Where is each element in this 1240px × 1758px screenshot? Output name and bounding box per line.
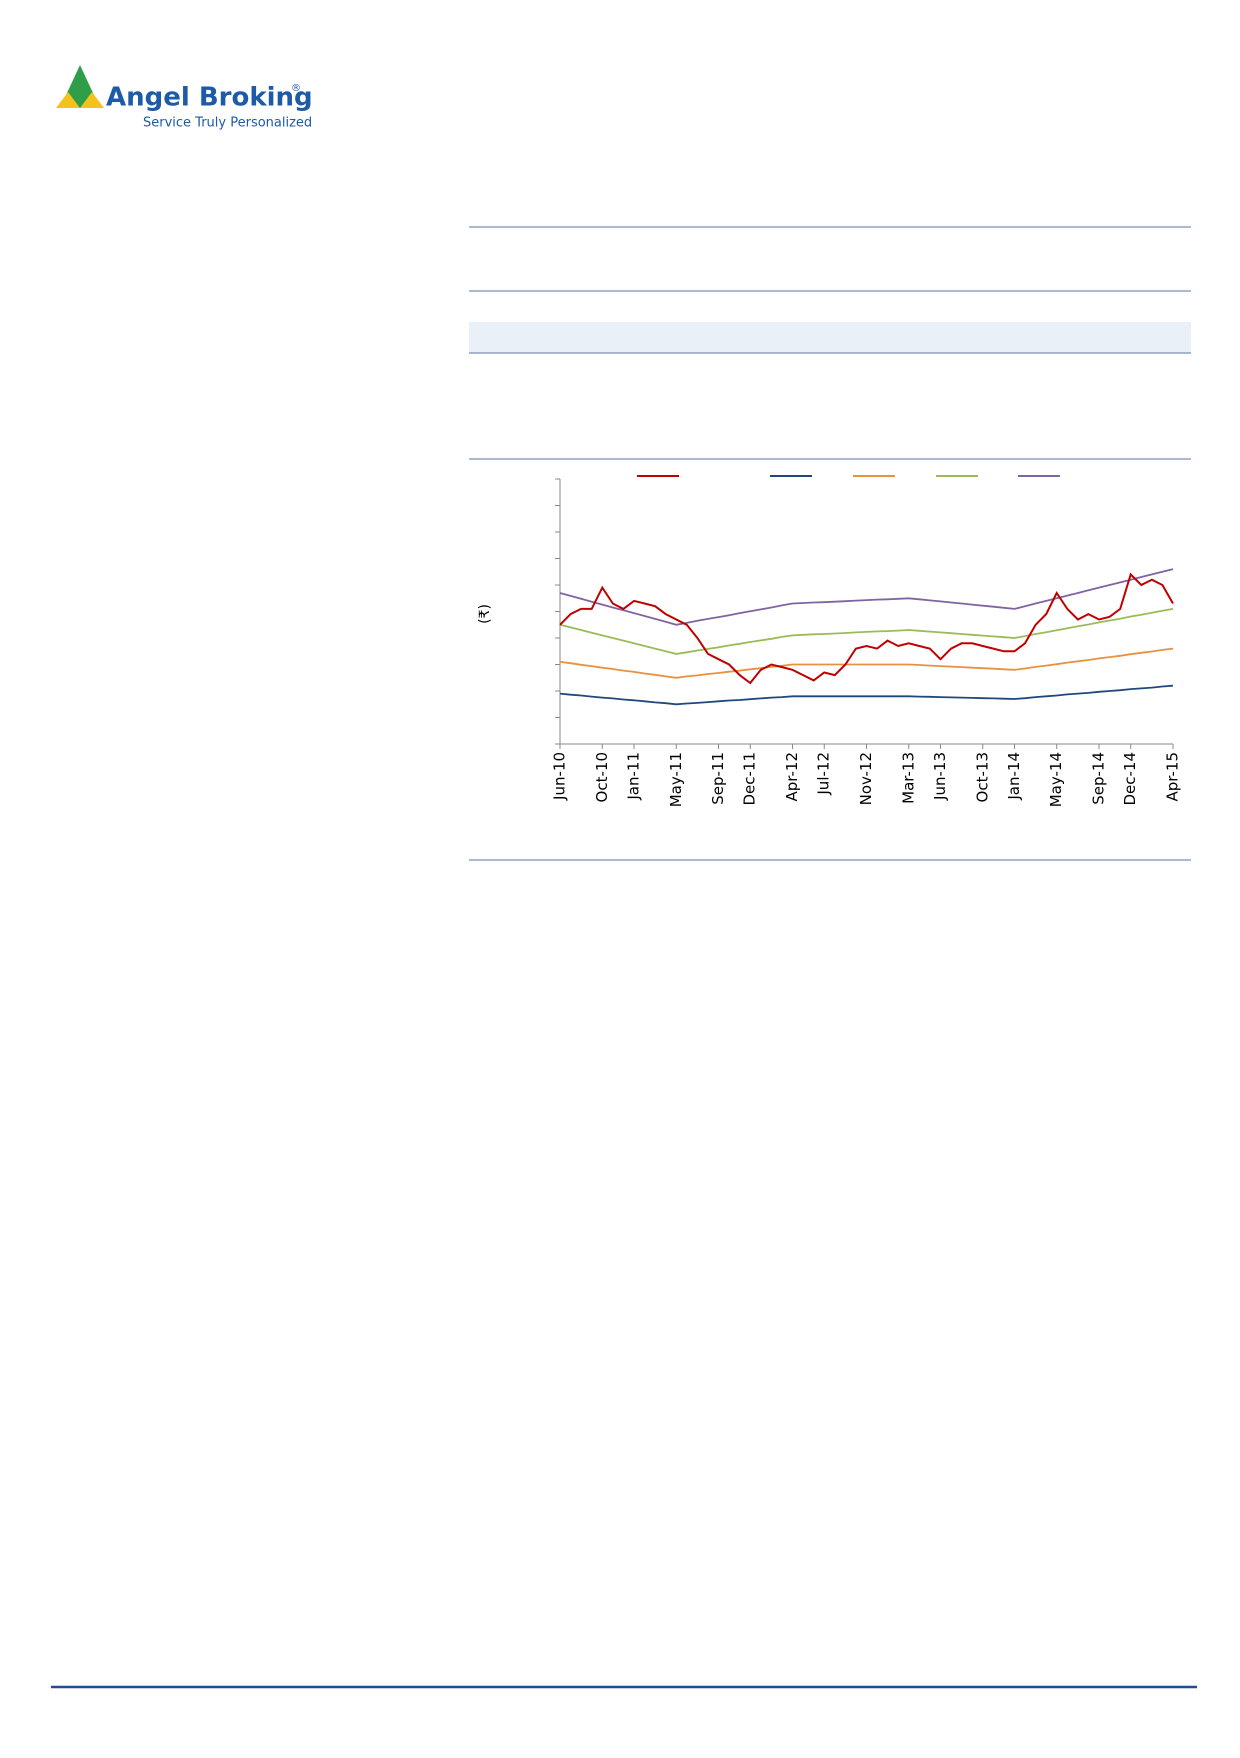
x-tick-label: May-14: [1047, 752, 1065, 807]
registered: ®: [291, 83, 301, 94]
series-line: [559, 572, 1174, 685]
tagline: Service Truly Personalized: [143, 116, 312, 131]
x-tick-label: Nov-12: [857, 752, 875, 805]
brand: Angel Broking: [106, 83, 313, 113]
x-tick-label: Jan-11: [624, 752, 642, 801]
x-tick-label: Oct-13: [973, 752, 991, 802]
x-tick-label: Dec-14: [1121, 752, 1139, 806]
y-axis-label: (₹): [477, 604, 493, 624]
logo: [56, 65, 104, 108]
x-tick-label: Dec-11: [741, 752, 759, 806]
x-tick-label: May-11: [667, 752, 685, 807]
x-tick-label: Sep-11: [709, 752, 727, 805]
x-tick-label: Jul-12: [815, 752, 833, 796]
x-tick-label: Apr-12: [783, 752, 801, 802]
rules: [469, 226, 1191, 861]
x-tick-label: Mar-13: [899, 752, 917, 804]
logo-mark: [80, 92, 104, 108]
x-tick-label: Apr-15: [1164, 752, 1182, 802]
x-tick-label: Oct-10: [593, 752, 611, 802]
series-line: [559, 568, 1174, 626]
series-line: [559, 684, 1174, 706]
logo-mark: [56, 92, 80, 108]
x-tick-label: Jun-13: [931, 752, 949, 801]
x-tick-label: Sep-14: [1090, 752, 1108, 805]
series-line: [559, 647, 1174, 679]
x-tick-label: Jan-14: [1005, 752, 1023, 801]
x-tick-label: Jun-10: [551, 752, 569, 801]
shaded-row: [469, 322, 1191, 353]
series-line: [559, 608, 1174, 655]
